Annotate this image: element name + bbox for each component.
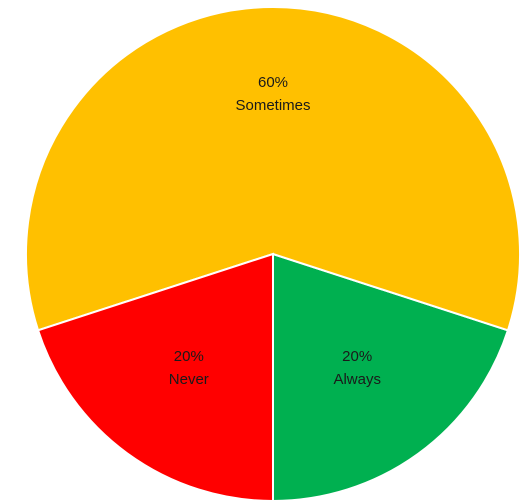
slice-category-always: Always <box>333 371 381 388</box>
slice-sometimes <box>25 6 521 332</box>
pie-slices <box>25 6 521 500</box>
pie-labels: 20% Always 60% Sometimes 20% Never <box>169 74 381 388</box>
slice-category-never: Never <box>169 371 209 388</box>
slice-always <box>272 252 510 500</box>
slice-category-sometimes: Sometimes <box>235 97 310 114</box>
slice-percent-always: 20% <box>342 348 372 365</box>
slice-percent-never: 20% <box>174 348 204 365</box>
slice-never <box>36 252 274 500</box>
slice-percent-sometimes: 60% <box>258 74 288 91</box>
